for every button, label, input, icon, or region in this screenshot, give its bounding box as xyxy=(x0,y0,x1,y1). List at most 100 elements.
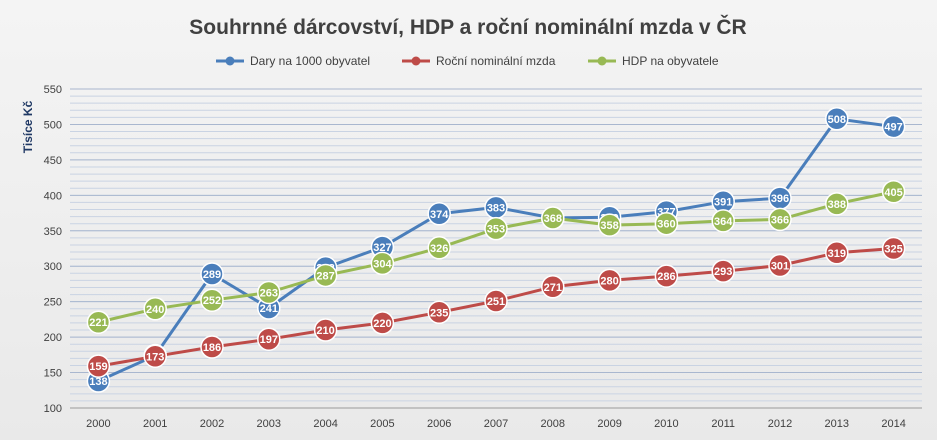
data-label: 197 xyxy=(260,334,278,346)
x-tick-label: 2002 xyxy=(200,418,224,430)
data-label: 251 xyxy=(487,296,505,308)
y-tick-label: 550 xyxy=(44,84,62,96)
data-label: 241 xyxy=(260,303,278,315)
data-label: 326 xyxy=(430,243,448,255)
data-label: 186 xyxy=(203,342,221,354)
data-label: 301 xyxy=(771,261,789,273)
data-label: 396 xyxy=(771,193,789,205)
legend-item: Dary na 1000 obyvatel xyxy=(216,54,370,68)
legend-label: HDP na obyvatele xyxy=(622,54,719,68)
data-label: 286 xyxy=(657,271,675,283)
data-point xyxy=(200,262,224,286)
data-label: 252 xyxy=(203,295,221,307)
data-point xyxy=(427,202,451,226)
data-point xyxy=(313,263,338,288)
data-label: 325 xyxy=(884,244,902,256)
legend-marker xyxy=(597,56,607,66)
x-tick-label: 2005 xyxy=(370,418,394,430)
y-tick-label: 150 xyxy=(44,368,62,380)
data-point xyxy=(654,211,679,236)
legend-marker xyxy=(411,56,421,66)
x-tick-label: 2008 xyxy=(541,418,565,430)
y-tick-label: 100 xyxy=(44,403,62,415)
data-point xyxy=(825,192,849,216)
data-point xyxy=(597,268,622,293)
data-point xyxy=(143,344,167,369)
x-tick-label: 2007 xyxy=(484,418,508,430)
data-point xyxy=(484,216,508,241)
y-tick-label: 500 xyxy=(44,119,62,131)
data-point xyxy=(711,259,735,283)
chart-title: Souhrnné dárcovství, HDP a roční nominál… xyxy=(189,15,746,39)
data-label: 220 xyxy=(373,318,391,330)
y-tick-label: 350 xyxy=(44,226,62,238)
data-label: 360 xyxy=(657,219,675,231)
x-tick-label: 2003 xyxy=(257,418,281,430)
data-label: 173 xyxy=(146,351,164,363)
data-label: 391 xyxy=(714,197,732,209)
x-tick-label: 2006 xyxy=(427,418,451,430)
legend-marker xyxy=(225,56,235,66)
data-label: 358 xyxy=(600,220,618,232)
data-label: 289 xyxy=(203,269,221,281)
grid-lines xyxy=(70,88,922,409)
x-tick-label: 2009 xyxy=(597,418,621,430)
data-label: 287 xyxy=(316,270,334,282)
x-tick-label: 2001 xyxy=(143,418,167,430)
legend-label: Roční nominální mzda xyxy=(436,54,556,68)
data-point xyxy=(881,236,906,261)
data-point xyxy=(881,114,906,139)
data-point xyxy=(654,264,679,288)
legend-item: Roční nominální mzda xyxy=(402,54,556,68)
data-label: 138 xyxy=(89,376,107,388)
data-label: 240 xyxy=(146,304,164,316)
data-label: 508 xyxy=(828,114,846,126)
data-label: 221 xyxy=(89,317,107,329)
data-point xyxy=(825,241,849,265)
data-point xyxy=(768,207,792,232)
axes: 100 150 200 250 300 350 400 450 500 550 2000 2001 20… xyxy=(44,84,922,430)
data-point xyxy=(711,209,735,233)
y-tick-label: 400 xyxy=(44,190,62,202)
legend-item: HDP na obyvatele xyxy=(588,54,719,68)
data-label: 263 xyxy=(260,287,278,299)
data-label: 319 xyxy=(828,248,846,260)
data-label: 159 xyxy=(89,361,107,373)
x-tick-label: 2000 xyxy=(86,418,110,430)
x-tick-label: 2014 xyxy=(881,418,905,430)
legend-label: Dary na 1000 obyvatel xyxy=(250,54,370,68)
data-point xyxy=(541,206,565,230)
data-labels: 1381742892412983273743833683693773913965… xyxy=(86,107,906,393)
x-tick-label: 2012 xyxy=(768,418,792,430)
data-label: 405 xyxy=(884,187,902,199)
data-point xyxy=(768,253,792,278)
data-label: 280 xyxy=(600,275,618,287)
data-label: 235 xyxy=(430,307,448,319)
data-label: 368 xyxy=(544,213,562,225)
data-label: 210 xyxy=(316,325,334,337)
data-point xyxy=(597,213,622,237)
y-tick-label: 250 xyxy=(44,297,62,309)
data-point xyxy=(257,280,281,305)
data-point xyxy=(541,275,565,299)
data-label: 364 xyxy=(714,216,733,228)
x-tick-label: 2011 xyxy=(711,418,735,430)
data-point xyxy=(313,318,338,342)
data-label: 497 xyxy=(884,122,902,134)
x-tick-label: 2004 xyxy=(313,418,337,430)
data-point xyxy=(257,327,281,351)
data-label: 304 xyxy=(373,258,392,270)
data-point xyxy=(370,251,395,276)
data-label: 293 xyxy=(714,266,732,278)
x-tick-label: 2013 xyxy=(825,418,849,430)
data-label: 383 xyxy=(487,202,505,214)
y-tick-label: 200 xyxy=(44,332,62,344)
data-point xyxy=(86,310,111,334)
data-point xyxy=(881,180,906,204)
data-label: 327 xyxy=(373,242,391,254)
data-point xyxy=(86,354,111,378)
y-axis-label: Tisíce Kč xyxy=(21,100,35,153)
data-point xyxy=(825,107,849,131)
y-tick-label: 300 xyxy=(44,261,62,273)
